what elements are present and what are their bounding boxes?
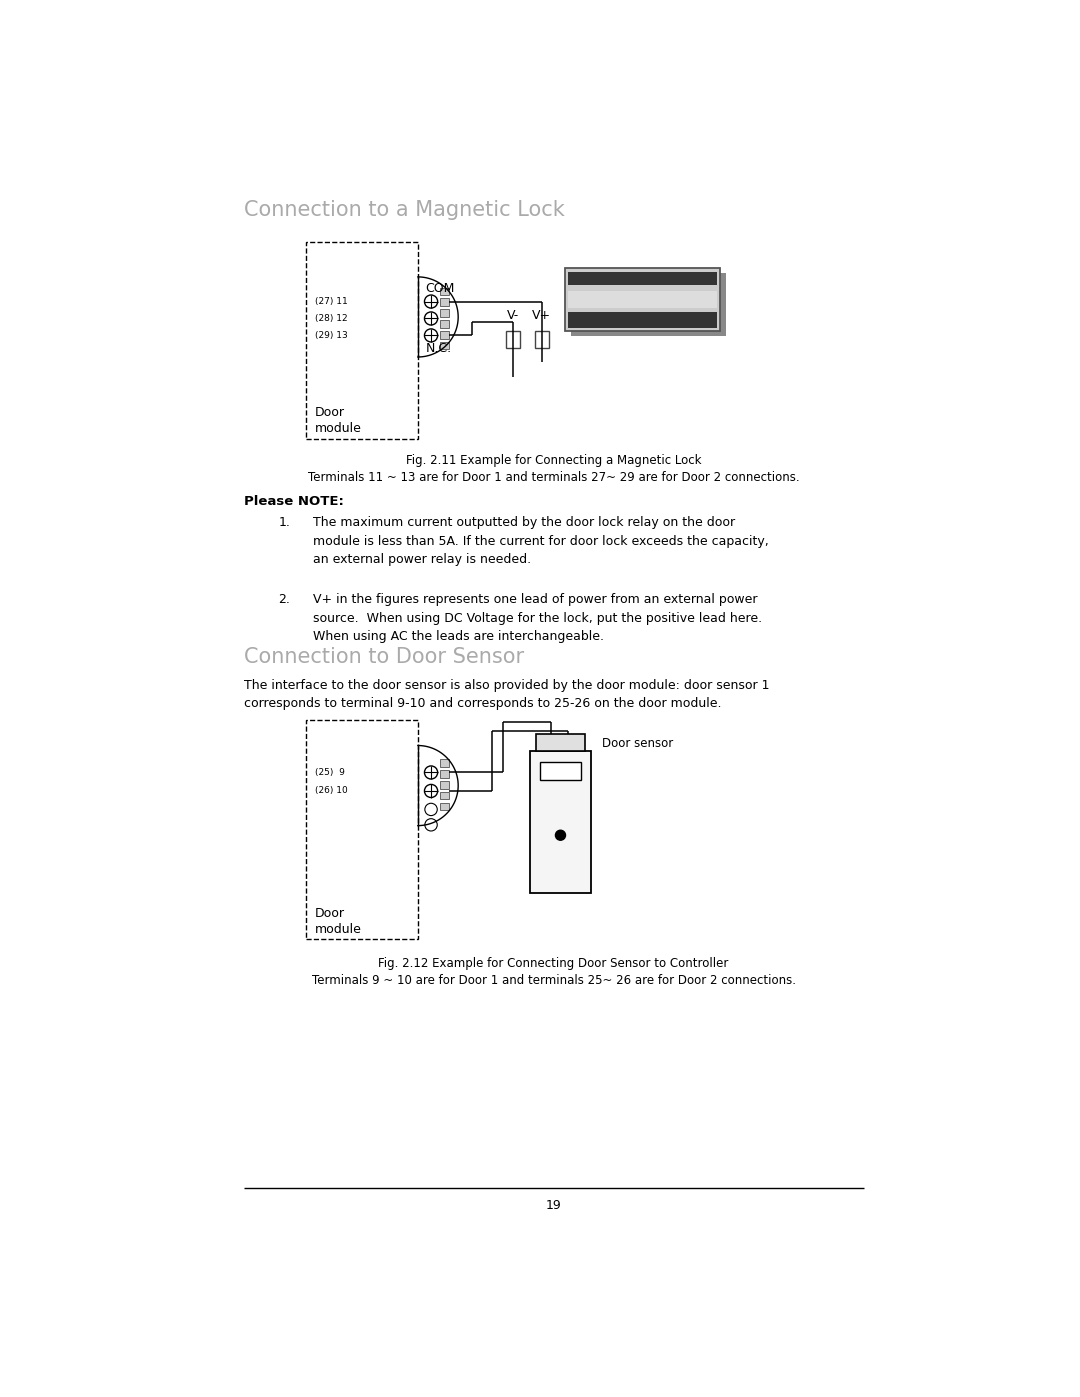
- Bar: [441, 309, 449, 317]
- Text: Connection to a Magnetic Lock: Connection to a Magnetic Lock: [243, 200, 564, 219]
- Bar: [568, 271, 717, 285]
- Bar: [441, 342, 449, 349]
- Bar: [441, 288, 449, 295]
- Bar: [441, 792, 449, 799]
- Text: Fig. 2.12 Example for Connecting Door Sensor to Controller: Fig. 2.12 Example for Connecting Door Se…: [378, 957, 729, 970]
- Bar: [306, 719, 418, 939]
- Text: Door sensor: Door sensor: [603, 736, 674, 750]
- Text: 1.: 1.: [279, 517, 291, 529]
- Circle shape: [555, 830, 566, 840]
- Bar: [537, 733, 584, 750]
- Bar: [441, 299, 449, 306]
- Bar: [507, 331, 521, 348]
- Bar: [535, 331, 549, 348]
- Bar: [568, 291, 717, 307]
- Bar: [570, 274, 726, 337]
- Text: (25)  9: (25) 9: [314, 768, 345, 777]
- Bar: [441, 770, 449, 778]
- Bar: [565, 268, 720, 331]
- Text: 2.: 2.: [279, 594, 291, 606]
- Text: (29) 13: (29) 13: [314, 331, 348, 339]
- Bar: [530, 750, 591, 893]
- Bar: [441, 320, 449, 328]
- Bar: [441, 802, 449, 810]
- Text: (27) 11: (27) 11: [314, 298, 348, 306]
- Text: Door
module: Door module: [314, 907, 362, 936]
- Text: V-: V-: [508, 309, 519, 321]
- Text: Connection to Door Sensor: Connection to Door Sensor: [243, 647, 524, 666]
- Text: COM: COM: [426, 282, 455, 295]
- Text: Door
module: Door module: [314, 407, 362, 436]
- Text: (26) 10: (26) 10: [314, 787, 348, 795]
- Text: V+: V+: [532, 309, 552, 321]
- Bar: [306, 242, 418, 439]
- Text: Terminals 9 ~ 10 are for Door 1 and terminals 25~ 26 are for Door 2 connections.: Terminals 9 ~ 10 are for Door 1 and term…: [311, 974, 796, 986]
- Text: Please NOTE:: Please NOTE:: [243, 495, 343, 509]
- Text: N.C.: N.C.: [426, 342, 451, 355]
- Text: 19: 19: [545, 1199, 562, 1211]
- Text: V+ in the figures represents one lead of power from an external power
source.  W: V+ in the figures represents one lead of…: [313, 594, 762, 644]
- Bar: [441, 781, 449, 789]
- Text: (28) 12: (28) 12: [314, 314, 348, 323]
- Text: The maximum current outputted by the door lock relay on the door
module is less : The maximum current outputted by the doo…: [313, 517, 769, 566]
- Text: The interface to the door sensor is also provided by the door module: door senso: The interface to the door sensor is also…: [243, 679, 769, 711]
- Text: Fig. 2.11 Example for Connecting a Magnetic Lock: Fig. 2.11 Example for Connecting a Magne…: [406, 454, 701, 467]
- Bar: [540, 763, 581, 780]
- Bar: [441, 331, 449, 338]
- Bar: [568, 313, 717, 328]
- Text: Terminals 11 ~ 13 are for Door 1 and terminals 27~ 29 are for Door 2 connections: Terminals 11 ~ 13 are for Door 1 and ter…: [308, 471, 799, 483]
- Bar: [441, 760, 449, 767]
